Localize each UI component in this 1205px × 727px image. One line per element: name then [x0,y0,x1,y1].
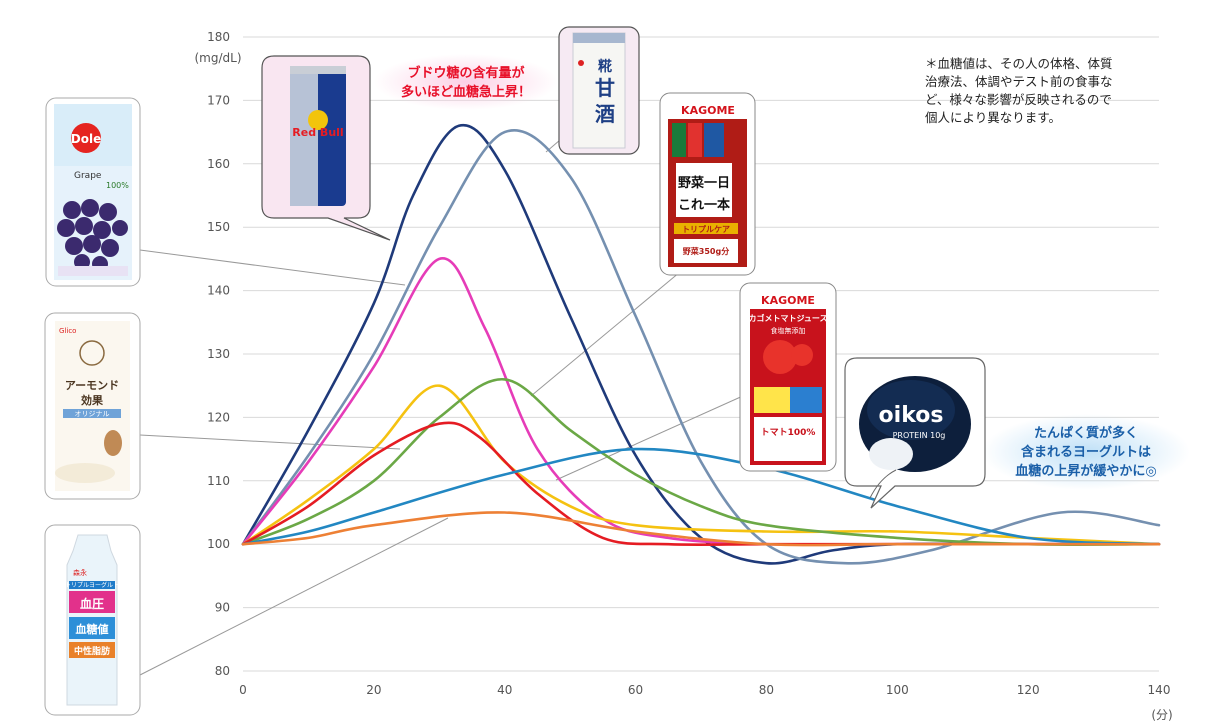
series-line-1 [241,129,1161,565]
series-line-7 [241,511,1161,547]
svg-text:カゴメトマトジュース: カゴメトマトジュース [748,313,827,323]
y-axis-unit: (mg/dL) [194,51,241,65]
x-tick-labels: 0 20 40 60 80 100 120 140 [239,683,1170,697]
product-almond-koka: アーモンド 効果 オリジナル Glico [44,312,141,500]
series-line-4 [241,378,1161,546]
svg-text:PROTEIN 10g: PROTEIN 10g [893,431,946,440]
series-line-2 [241,257,1161,546]
svg-text:血圧: 血圧 [80,596,104,611]
series-line-3 [241,384,1161,546]
disclaimer-line1: ＊血糖値は、その人の体格、体質 [925,56,1113,71]
y-tick-label: 170 [207,93,230,107]
disclaimer-line2: 治療法、体調やテスト前の食事な [925,74,1113,89]
series-layer [241,123,1161,565]
svg-text:森永: 森永 [73,568,87,577]
svg-text:効果: 効果 [81,393,103,407]
x-axis-unit: (分) [1151,708,1172,722]
svg-text:野菜350g分: 野菜350g分 [683,246,729,256]
y-tick-label: 100 [207,537,230,551]
protein-note-line3: 血糖の上昇が緩やかに◎ [1015,463,1156,479]
y-tick-label: 140 [207,284,230,298]
glucose-note-line2: 多いほど血糖急上昇！ [401,84,531,100]
protein-note-line1: たんぱく質が多く [1034,425,1138,441]
x-tick-label: 140 [1148,683,1171,697]
svg-text:糀: 糀 [598,58,612,75]
svg-text:野菜一日: 野菜一日 [678,175,730,191]
product-dole-grape: Dole Grape 100% [45,97,141,287]
protein-note-glow [982,414,1190,490]
x-tick-label: 120 [1017,683,1040,697]
svg-text:トリプルケア: トリプルケア [682,224,730,234]
svg-text:食塩無添加: 食塩無添加 [771,326,806,335]
x-tick-label: 80 [759,683,774,697]
product-redbull: Red Bull [261,55,391,241]
svg-text:Grape: Grape [74,171,102,181]
product-triple-yogurt: トリプルヨーグルト 血圧 血糖値 中性脂肪 森永 [44,524,141,716]
y-tick-label: 90 [215,601,230,615]
y-tick-label: 180 [207,30,230,44]
glucose-note-glow [374,54,558,110]
svg-text:Red Bull: Red Bull [292,126,343,139]
y-tick-label: 130 [207,347,230,361]
y-tick-label: 150 [207,220,230,234]
svg-text:オリジナル: オリジナル [75,410,110,418]
series-line-6 [241,447,1161,546]
y-tick-label: 80 [215,664,230,678]
product-yasai-ichinichi: KAGOME 野菜一日 これ一本 トリプルケア 野菜350g分 [659,92,756,276]
y-tick-label: 110 [207,474,230,488]
svg-text:Glico: Glico [59,327,76,335]
product-oikos: oikos PROTEIN 10g [844,357,986,509]
x-tick-label: 40 [497,683,512,697]
x-tick-label: 100 [886,683,909,697]
x-tick-label: 60 [628,683,643,697]
disclaimer-line3: ど、様々な影響が反映されるので [925,92,1112,107]
y-tick-label: 160 [207,157,230,171]
x-tick-label: 20 [366,683,381,697]
svg-text:100%: 100% [106,181,129,190]
svg-text:トリプルヨーグルト: トリプルヨーグルト [65,581,119,589]
svg-text:KAGOME: KAGOME [681,104,735,117]
svg-text:中性脂肪: 中性脂肪 [74,645,110,657]
product-tomato-juice: KAGOME カゴメトマトジュース 食塩無添加 トマト100% [739,282,837,472]
y-tick-labels: 80 90 100 110 120 130 140 150 160 170 180 [207,30,230,678]
y-tick-label: 120 [207,410,230,424]
disclaimer-line4: 個人により異なります。 [925,110,1061,125]
svg-text:血糖値: 血糖値 [76,622,109,636]
svg-text:酒: 酒 [595,102,615,126]
svg-text:Dole: Dole [71,132,101,146]
leader-lines [139,139,746,676]
svg-text:oikos: oikos [879,403,944,428]
svg-text:アーモンド: アーモンド [65,379,119,392]
svg-text:KAGOME: KAGOME [761,294,815,307]
svg-text:甘: 甘 [595,76,615,100]
protein-note-line2: 含まれるヨーグルトは [1020,444,1151,460]
product-amazake: 糀 甘 酒 [558,26,640,155]
svg-text:これ一本: これ一本 [678,197,730,213]
oikos-bubble-link [869,469,897,499]
x-tick-label: 0 [239,683,247,697]
svg-text:トマト100%: トマト100% [761,427,816,438]
glucose-note-line1: ブドウ糖の含有量が [407,65,524,81]
